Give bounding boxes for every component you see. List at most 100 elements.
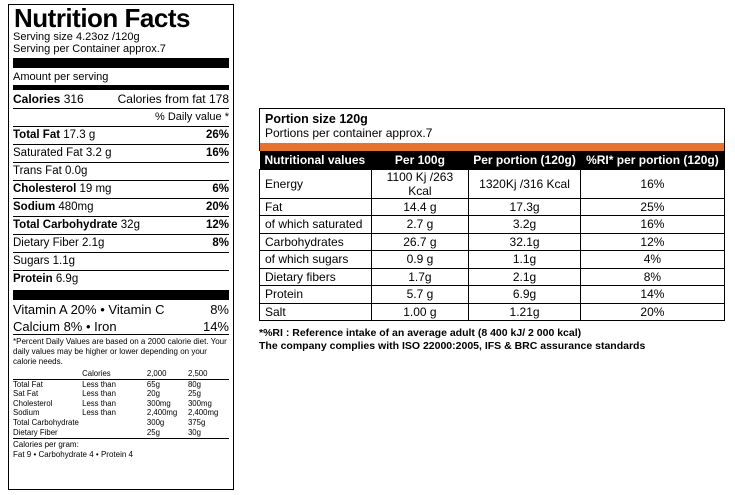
- calories-from-fat: Calories from fat 178: [117, 92, 229, 106]
- eu-table-cell: 2.1g: [468, 267, 581, 286]
- daily-value-table-header: Calories 2,000 2,500: [13, 369, 229, 380]
- daily-value-table-body: Total Fat Less than 65g 80g Sat Fat Less than…: [13, 379, 229, 437]
- servings-per-container: Serving per Container approx.7: [13, 43, 166, 55]
- nutrient-name: Total Carbohydrate: [13, 219, 118, 231]
- portion-size: Portion size 120g: [265, 112, 368, 126]
- cpg-carbohydrate: Carbohydrate 4: [38, 450, 94, 460]
- dv-table-row: Cholesterol Less than 300mg 300mg: [13, 399, 229, 409]
- nutrient-amount: 6.9g: [55, 273, 79, 285]
- dv-table-cell: 20g: [146, 389, 160, 399]
- eu-table-cell: 1.7g: [370, 267, 470, 286]
- eu-table-row: of which sugars 0.9 g 1.1g 4%: [259, 250, 726, 269]
- dv-table-row: Sat Fat Less than 20g 25g: [13, 389, 229, 399]
- eu-footnotes: *%RI : Reference intake of an average ad…: [259, 327, 725, 353]
- dv-table-cell: 375g: [187, 417, 206, 427]
- eu-table-cell: 25%: [579, 197, 726, 216]
- dv-table-cell: Less than: [82, 379, 116, 389]
- nutrient-amount: 32g: [120, 219, 140, 231]
- eu-table-cell: 4%: [579, 250, 726, 269]
- daily-value-disclaimer: *Percent Daily Values are based on a 200…: [13, 337, 227, 366]
- dv-table-header-cell: 2,000: [146, 369, 167, 378]
- dv-table-cell: Cholesterol: [13, 398, 53, 408]
- dv-table-cell: 300g: [146, 417, 165, 427]
- nutrient-name: Trans Fat: [13, 165, 62, 177]
- eu-table-cell: 20%: [579, 302, 726, 321]
- dv-table-cell: Total Fat: [13, 379, 43, 389]
- eu-table-cell: 26.7 g: [370, 232, 470, 251]
- eu-table-cell: 14%: [579, 285, 726, 304]
- thick-divider: [13, 58, 229, 68]
- eu-table-cell: 2.7 g: [370, 215, 470, 234]
- dv-table-cell: 300mg: [146, 398, 171, 408]
- nutrient-row: Total Carbohydrate 32g 12%: [13, 216, 229, 234]
- nutrient-name: Cholesterol: [13, 183, 77, 195]
- dv-table-cell: 30g: [187, 427, 201, 437]
- eu-table-cell: 0.9 g: [370, 250, 470, 269]
- eu-table-cell: 1320Kj /316 Kcal: [468, 168, 581, 199]
- eu-header-cell: Per 100g: [371, 151, 469, 169]
- calcium: Calcium 8%: [13, 319, 83, 334]
- eu-table-cell: 14.4 g: [370, 197, 470, 216]
- portions-per-container: Portions per container approx.7: [265, 126, 433, 140]
- dv-table-cell: 25g: [187, 389, 201, 399]
- calories-per-gram-values: Fat 9 • Carbohydrate 4 • Protein 4: [13, 450, 229, 460]
- eu-table-cell: 8%: [579, 267, 726, 286]
- eu-table-row: Energy 1100 Kj /263 Kcal 1320Kj /316 Kcal 1…: [259, 168, 726, 199]
- vitamin-a: Vitamin A 20%: [13, 302, 97, 317]
- dv-table-row: Total Fat Less than 65g 80g: [13, 379, 229, 389]
- dv-table-cell: Dietary Fiber: [13, 427, 58, 437]
- nutrient-row: Sugars 1.1g: [13, 252, 229, 270]
- eu-header-cell: %RI* per portion (120g): [580, 151, 725, 169]
- dv-table-cell: 80g: [187, 379, 201, 389]
- nutrient-amount: 0.0g: [64, 165, 88, 177]
- nutrient-row: Saturated Fat 3.2 g 16%: [13, 144, 229, 162]
- vitamin-c-value: 8%: [210, 302, 229, 317]
- nutrient-name: Saturated Fat: [13, 147, 83, 159]
- nutrient-daily-value: 8%: [212, 237, 229, 249]
- eu-table-cell: 32.1g: [468, 232, 581, 251]
- nutrient-rows: Total Fat 17.3 g 26% Saturated Fat 3.2 g 16…: [13, 126, 229, 288]
- eu-table-cell: 1100 Kj /263 Kcal: [370, 168, 470, 199]
- nutrient-row: Trans Fat 0.0g: [13, 162, 229, 180]
- orange-accent-bar: [259, 143, 725, 151]
- eu-table-body: Energy 1100 Kj /263 Kcal 1320Kj /316 Kcal 1…: [259, 168, 726, 321]
- eu-nutrition-table: Nutritional values Per 100g Per portion (1…: [259, 151, 726, 321]
- eu-header: Portion size 120g Portions per container…: [259, 108, 725, 143]
- cpg-fat: Fat 9: [13, 450, 32, 460]
- nutrient-daily-value: 26%: [205, 129, 229, 141]
- dv-table-cell: Sat Fat: [13, 389, 39, 399]
- amount-per-serving: Amount per serving: [13, 71, 109, 83]
- nutrient-row: Total Fat 17.3 g 26%: [13, 126, 229, 144]
- nutrition-facts-panel: Nutrition Facts Serving size 4.23oz /120…: [8, 4, 234, 490]
- dv-table-cell: [82, 428, 147, 438]
- eu-table-cell: Salt: [259, 302, 372, 321]
- bullet: •: [85, 319, 91, 334]
- vitamin-row: Vitamin A 20% • Vitamin C 8%: [13, 302, 229, 317]
- dv-table-header-cell: [13, 369, 82, 379]
- divider: [13, 334, 229, 335]
- eu-table-cell: 16%: [579, 215, 726, 234]
- eu-table-cell: 16%: [579, 168, 726, 199]
- daily-value-header: % Daily value *: [13, 108, 229, 126]
- nutrient-row: Protein 6.9g: [13, 270, 229, 288]
- eu-table-row: Dietary fibers 1.7g 2.1g 8%: [259, 267, 726, 286]
- eu-table-cell: of which sugars: [259, 250, 372, 269]
- divider: [13, 438, 229, 440]
- nutrient-amount: 2.1g: [82, 237, 105, 249]
- eu-table-cell: Carbohydrates: [259, 232, 372, 251]
- nutrient-amount: 480mg: [58, 201, 94, 213]
- dv-table-cell: 25g: [146, 427, 160, 437]
- nutrient-amount: 17.3 g: [63, 129, 96, 141]
- dv-table-cell: [82, 418, 147, 428]
- nutrient-daily-value: 12%: [205, 219, 229, 231]
- thick-divider: [13, 290, 229, 300]
- dv-table-cell: 300mg: [187, 398, 212, 408]
- eu-table-header: Nutritional values Per 100g Per portion (1…: [259, 151, 725, 169]
- nutrition-facts-title: Nutrition Facts: [14, 3, 190, 33]
- eu-table-row: Protein 5.7 g 6.9g 14%: [259, 285, 726, 304]
- nutrient-name: Sugars: [13, 255, 50, 267]
- eu-table-row: Salt 1.00 g 1.21g 20%: [259, 302, 726, 321]
- nutrient-daily-value: 16%: [205, 147, 229, 159]
- eu-table-cell: Energy: [259, 168, 372, 199]
- eu-table-cell: 6.9g: [468, 285, 581, 304]
